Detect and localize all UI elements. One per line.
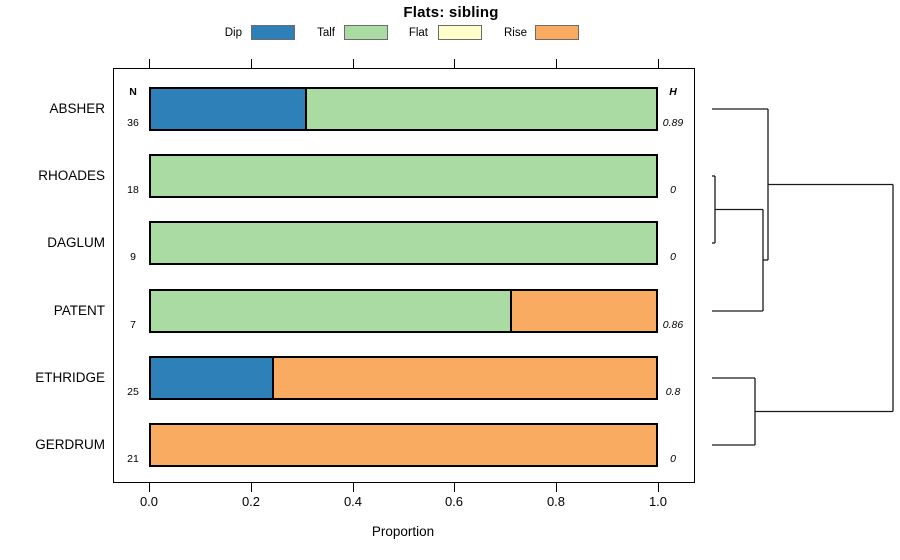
plot-frame bbox=[113, 68, 695, 483]
legend-label-talf: Talf bbox=[317, 27, 335, 39]
bar-gerdrum bbox=[149, 423, 658, 467]
h-value: 0 bbox=[670, 453, 676, 465]
n-value: 36 bbox=[127, 117, 139, 129]
bar-segment-talf bbox=[304, 89, 656, 129]
h-value: 0.8 bbox=[665, 386, 681, 398]
legend-swatch-rise-icon bbox=[535, 25, 579, 40]
x-tick-label: 0.8 bbox=[546, 494, 566, 509]
n-value: 21 bbox=[127, 453, 139, 465]
bar-ethridge bbox=[149, 356, 658, 400]
h-column-header: H bbox=[669, 86, 677, 98]
x-axis-tick bbox=[251, 483, 252, 492]
h-value: 0 bbox=[670, 184, 676, 196]
legend-label-dip: Dip bbox=[224, 27, 242, 39]
x-tick-label: 0.6 bbox=[444, 494, 464, 509]
n-value: 9 bbox=[130, 251, 136, 263]
h-value: 0.86 bbox=[662, 319, 684, 331]
n-value: 7 bbox=[130, 319, 136, 331]
bar-segment-rise bbox=[271, 358, 656, 398]
row-label-rhoades: RHOADES bbox=[38, 168, 105, 183]
bar-segment-dip bbox=[151, 89, 305, 129]
h-value: 0.89 bbox=[662, 117, 684, 129]
h-value: 0 bbox=[670, 251, 676, 263]
legend-label-rise: Rise bbox=[503, 27, 527, 39]
x-axis-tick bbox=[454, 59, 455, 68]
x-tick-label: 0.2 bbox=[241, 494, 261, 509]
row-label-gerdrum: GERDRUM bbox=[35, 437, 105, 452]
x-axis-tick bbox=[149, 59, 150, 68]
x-axis-tick bbox=[658, 59, 659, 68]
bar-patent bbox=[149, 289, 658, 333]
dendrogram bbox=[712, 108, 894, 446]
legend-swatch-flat-icon bbox=[438, 25, 482, 40]
bar-rhoades bbox=[149, 154, 658, 198]
x-axis-tick bbox=[658, 483, 659, 492]
x-axis-tick bbox=[251, 59, 252, 68]
x-axis-tick bbox=[353, 59, 354, 68]
bar-absher bbox=[149, 87, 658, 131]
x-axis-tick bbox=[353, 483, 354, 492]
n-column-header: N bbox=[129, 86, 137, 98]
row-label-daglum: DAGLUM bbox=[47, 235, 105, 250]
bar-segment-rise bbox=[151, 425, 656, 465]
bar-segment-rise bbox=[510, 291, 656, 331]
x-tick-label: 0.4 bbox=[343, 494, 363, 509]
bar-segment-talf bbox=[151, 291, 511, 331]
x-axis-tick bbox=[454, 483, 455, 492]
x-tick-label: 1.0 bbox=[648, 494, 668, 509]
bar-daglum bbox=[149, 221, 658, 265]
row-label-ethridge: ETHRIDGE bbox=[35, 370, 105, 385]
chart-title: Flats: sibling bbox=[403, 4, 499, 21]
row-label-patent: PATENT bbox=[53, 303, 105, 318]
legend-swatch-dip-icon bbox=[251, 25, 295, 40]
x-tick-label: 0.0 bbox=[139, 494, 159, 509]
n-value: 18 bbox=[127, 184, 139, 196]
n-value: 25 bbox=[127, 386, 139, 398]
bar-segment-talf bbox=[151, 156, 656, 196]
legend-label-flat: Flat bbox=[408, 27, 428, 39]
row-label-absher: ABSHER bbox=[49, 101, 105, 116]
x-axis-tick bbox=[556, 59, 557, 68]
legend-swatch-talf-icon bbox=[344, 25, 388, 40]
x-axis-tick bbox=[149, 483, 150, 492]
x-axis-tick bbox=[556, 483, 557, 492]
x-axis-title: Proportion bbox=[371, 524, 435, 539]
bar-segment-dip bbox=[151, 358, 272, 398]
bar-segment-talf bbox=[151, 223, 656, 263]
